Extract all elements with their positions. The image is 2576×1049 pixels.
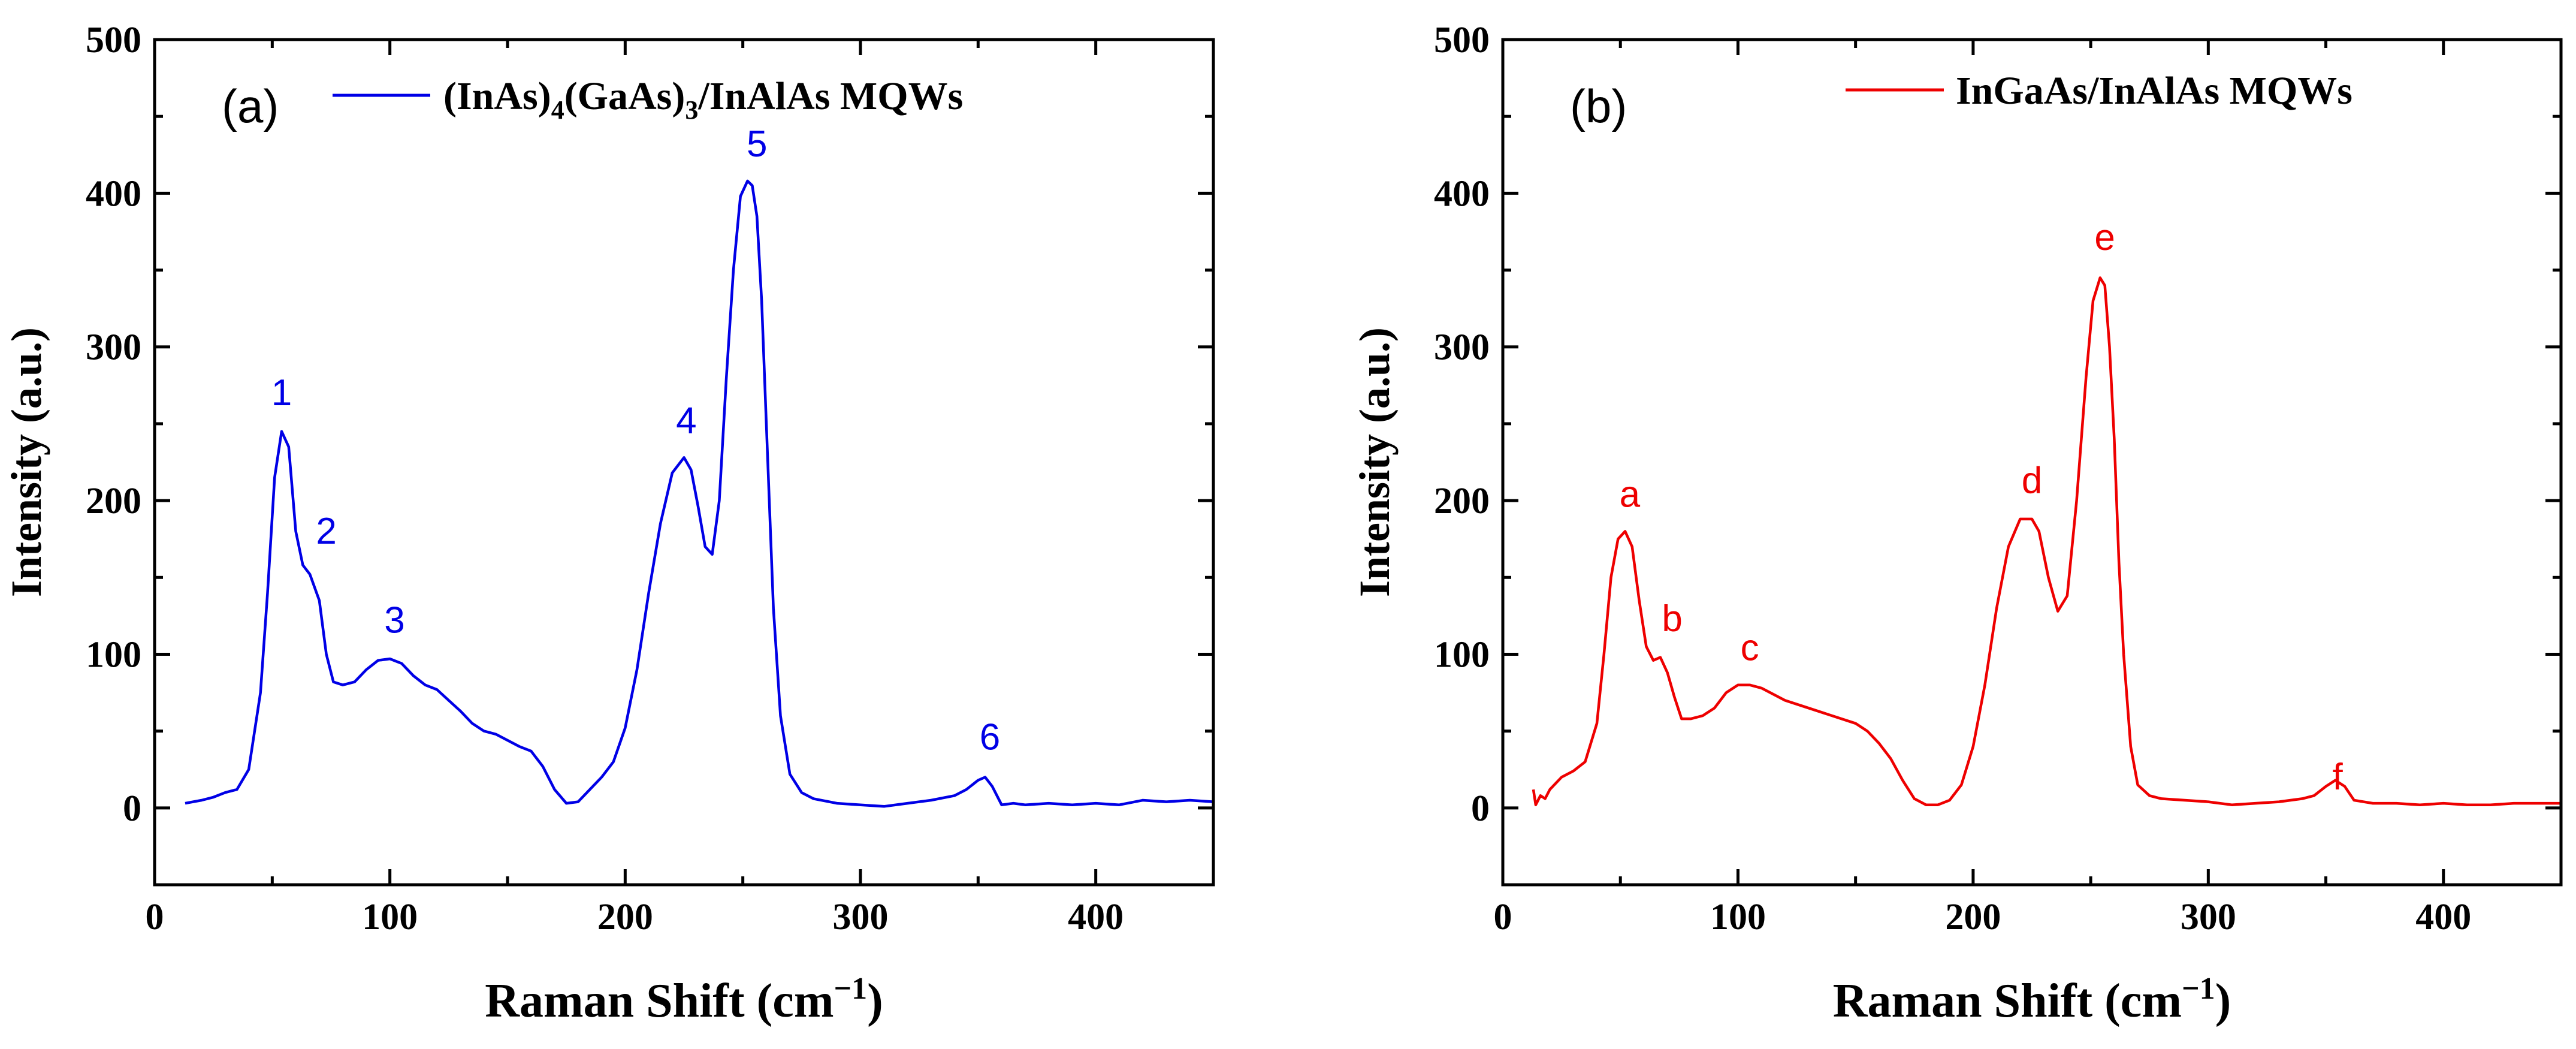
x-title-b-main: Raman Shift (cm [1833,975,2182,1027]
panel-b-series-line [1532,276,2561,806]
panel-a-x-axis-title: Raman Shift (cm−1) [485,972,883,1027]
panel-a-label: (a) [222,80,279,132]
peak-label: 5 [747,123,767,165]
panel-b: 0 100 200 300 400 0 100 200 300 400 500 a b c d e f (b)… [1351,20,2563,1027]
peak-label: 6 [980,716,1000,758]
x-tick-label: 100 [1710,897,1766,938]
legend-a-part2: (GaAs) [564,74,685,118]
x-tick-label: 400 [2415,897,2471,938]
panel-a-legend-text: (InAs)4(GaAs)3/InAlAs MQWs [443,74,963,125]
panel-b-label: (b) [1570,80,1627,132]
y-tick-label: 200 [86,481,141,522]
legend-a-part1: (InAs) [443,74,551,118]
x-tick-label: 100 [362,897,418,938]
panel-a-plot-area [185,179,1214,808]
x-tick-label: 300 [2181,897,2236,938]
peak-label: d [2022,460,2042,501]
x-tick-label: 300 [833,897,889,938]
x-tick-label: 200 [1945,897,2001,938]
peak-label: c [1741,628,1759,669]
peak-label: e [2094,217,2115,258]
x-tick-label: 0 [1494,897,1512,938]
panel-b-legend-text: InGaAs/InAlAs MQWs [1956,69,2352,113]
x-tick-label: 0 [146,897,164,938]
peak-label: a [1620,474,1641,515]
peak-label: 3 [384,600,404,641]
peak-label: 2 [316,511,336,552]
panel-b-frame [1501,38,2563,887]
panel-b-legend: InGaAs/InAlAs MQWs [1846,69,2352,113]
peak-label: b [1662,598,1682,640]
peak-label: 4 [676,400,696,441]
y-tick-label: 200 [1434,481,1490,522]
panel-b-x-axis-title: Raman Shift (cm−1) [1833,972,2231,1027]
panel-b-plot-area [1532,276,2561,806]
y-tick-label: 300 [1434,327,1490,368]
y-tick-label: 0 [1471,788,1490,829]
y-tick-label: 400 [86,173,141,214]
y-tick-label: 100 [86,634,141,675]
x-tick-label: 400 [1068,897,1124,938]
x-title-b-sup: −1 [2182,972,2215,1006]
panel-a-peak-labels: 1 2 3 4 5 6 [271,123,1000,758]
panel-b-ticks: 0 100 200 300 400 0 100 200 300 400 500 [1434,20,2563,938]
peak-label: 1 [271,372,292,414]
y-tick-label: 400 [1434,173,1490,214]
y-tick-label: 0 [123,788,141,829]
x-tick-label: 200 [597,897,653,938]
x-title-a-sup: −1 [833,972,867,1006]
panel-a-frame [153,38,1215,887]
panel-b-y-axis-title: Intensity (a.u.) [1351,327,1399,597]
peak-label: f [2333,756,2344,798]
x-title-b-end: ) [2215,975,2231,1027]
panel-a: 0 100 200 300 400 0 100 200 300 400 500 1 2 3 4 5 6 (a)… [2,20,1215,1027]
legend-a-part3: /InAlAs MQWs [697,74,963,118]
panel-a-ticks: 0 100 200 300 400 0 100 200 300 400 500 [86,20,1215,938]
panel-a-y-axis-title: Intensity (a.u.) [2,327,50,597]
y-tick-label: 100 [1434,634,1490,675]
y-tick-label: 500 [1434,20,1490,61]
panel-b-peak-labels: a b c d e f [1620,217,2344,798]
panel-a-series-line [185,179,1214,808]
x-title-a-main: Raman Shift (cm [485,975,833,1027]
legend-a-sub1: 4 [551,95,564,125]
y-tick-label: 500 [86,20,141,61]
panel-a-legend: (InAs)4(GaAs)3/InAlAs MQWs [333,74,963,125]
legend-a-sub2: 3 [685,95,698,125]
y-tick-label: 300 [86,327,141,368]
x-title-a-end: ) [867,975,883,1027]
